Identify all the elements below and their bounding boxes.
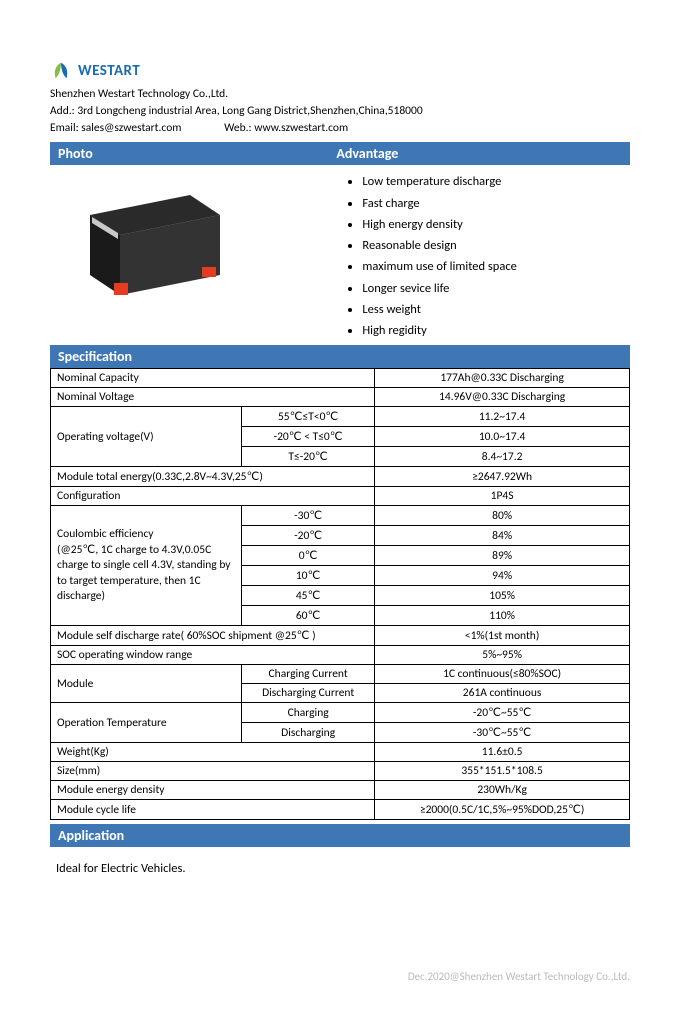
spec-value: <1%(1st month) [375,626,630,646]
photo-heading: Photo [50,142,328,165]
spec-label: Module total energy(0.33C,2.8V~4.3V,25℃) [51,467,375,487]
application-heading: Application [50,824,630,847]
table-row: Module energy density 230Wh/Kg [51,781,630,800]
spec-label: Module energy density [51,781,375,800]
spec-value: 10.0~17.4 [375,427,630,447]
spec-value: ≥2647.92Wh [375,467,630,487]
spec-value: 14.96V@0.33C Discharging [375,388,630,407]
spec-value: 8.4~17.2 [375,447,630,467]
specification-heading: Specification [50,345,630,368]
spec-label: Coulombic efficiency (@25℃, 1C charge to… [51,506,242,626]
table-row: Size(mm) 355*151.5*108.5 [51,762,630,781]
list-item: High energy density [362,214,630,235]
table-row: Module self discharge rate( 60%SOC shipm… [51,626,630,646]
company-address: Add.: 3rd Longcheng industrial Area, Lon… [50,103,630,119]
spec-label: Operating voltage(V) [51,407,242,467]
spec-cond: 45℃ [242,586,375,606]
spec-cond: 0℃ [242,546,375,566]
spec-value: 80% [375,506,630,526]
list-item: High regidity [362,320,630,341]
spec-value: 1P4S [375,487,630,506]
spec-value: 261A continuous [375,684,630,703]
spec-value: 11.6±0.5 [375,743,630,762]
spec-value: 105% [375,586,630,606]
spec-label: Size(mm) [51,762,375,781]
logo-text: WESTART [78,62,140,80]
spec-label: SOC operating window range [51,646,375,665]
spec-label: Nominal Voltage [51,388,375,407]
spec-label: Nominal Capacity [51,369,375,388]
list-item: Fast charge [362,193,630,214]
spec-cond: Discharging Current [242,684,375,703]
spec-value: 89% [375,546,630,566]
spec-cond: Discharging [242,723,375,743]
table-row: Operating voltage(V) 55℃≤T<0℃ 11.2~17.4 [51,407,630,427]
spec-value: 177Ah@0.33C Discharging [375,369,630,388]
spec-cond: 10℃ [242,566,375,586]
table-row: Configuration 1P4S [51,487,630,506]
table-row: Coulombic efficiency (@25℃, 1C charge to… [51,506,630,526]
spec-label: Operation Temperature [51,703,242,743]
company-email: Email: sales@szwestart.com [50,120,181,136]
spec-label: Configuration [51,487,375,506]
spec-value: 94% [375,566,630,586]
table-row: Operation Temperature Charging -20℃~55℃ [51,703,630,723]
table-row: Module total energy(0.33C,2.8V~4.3V,25℃)… [51,467,630,487]
spec-value: 355*151.5*108.5 [375,762,630,781]
list-item: Reasonable design [362,235,630,256]
table-row: Nominal Voltage 14.96V@0.33C Discharging [51,388,630,407]
spec-label: Module [51,665,242,703]
spec-cond: T≤-20℃ [242,447,375,467]
spec-value: 5%~95% [375,646,630,665]
advantage-list: Low temperature discharge Fast charge Hi… [328,171,630,341]
spec-cond: 60℃ [242,606,375,626]
spec-value: 84% [375,526,630,546]
table-row: SOC operating window range 5%~95% [51,646,630,665]
table-row: Weight(Kg) 11.6±0.5 [51,743,630,762]
spec-cond: Charging [242,703,375,723]
spec-label: Weight(Kg) [51,743,375,762]
spec-cond: -20℃ < T≤0℃ [242,427,375,447]
spec-cond: Charging Current [242,665,375,684]
product-photo [50,171,328,325]
spec-value: 230Wh/Kg [375,781,630,800]
list-item: Low temperature discharge [362,171,630,192]
company-name: Shenzhen Westart Technology Co.,Ltd. [50,86,630,102]
page-footer: Dec.2020@Shenzhen Westart Technology Co.… [50,970,630,983]
list-item: maximum use of limited space [362,256,630,277]
spec-cond: -20℃ [242,526,375,546]
spec-value: 11.2~17.4 [375,407,630,427]
list-item: Less weight [362,299,630,320]
table-row: Module cycle life ≥2000(0.5C/1C,5%~95%DO… [51,800,630,820]
spec-value: -20℃~55℃ [375,703,630,723]
company-info: Shenzhen Westart Technology Co.,Ltd. Add… [50,86,630,136]
spec-value: -30℃~55℃ [375,723,630,743]
table-row: Module Charging Current 1C continuous(≤8… [51,665,630,684]
battery-module-icon [70,175,240,315]
spec-cond: -30℃ [242,506,375,526]
spec-cond: 55℃≤T<0℃ [242,407,375,427]
spec-value: 110% [375,606,630,626]
spec-value: ≥2000(0.5C/1C,5%~95%DOD,25℃) [375,800,630,820]
table-row: Nominal Capacity 177Ah@0.33C Discharging [51,369,630,388]
spec-value: 1C continuous(≤80%SOC) [375,665,630,684]
spec-label: Module cycle life [51,800,375,820]
leaf-icon [50,60,72,82]
logo: WESTART [50,60,630,82]
spec-label: Module self discharge rate( 60%SOC shipm… [51,626,375,646]
application-text: Ideal for Electric Vehicles. [50,847,630,890]
advantage-heading: Advantage [328,142,630,165]
list-item: Longer sevice life [362,278,630,299]
company-web: Web.: www.szwestart.com [224,120,348,136]
specification-table: Nominal Capacity 177Ah@0.33C Discharging… [50,368,630,820]
